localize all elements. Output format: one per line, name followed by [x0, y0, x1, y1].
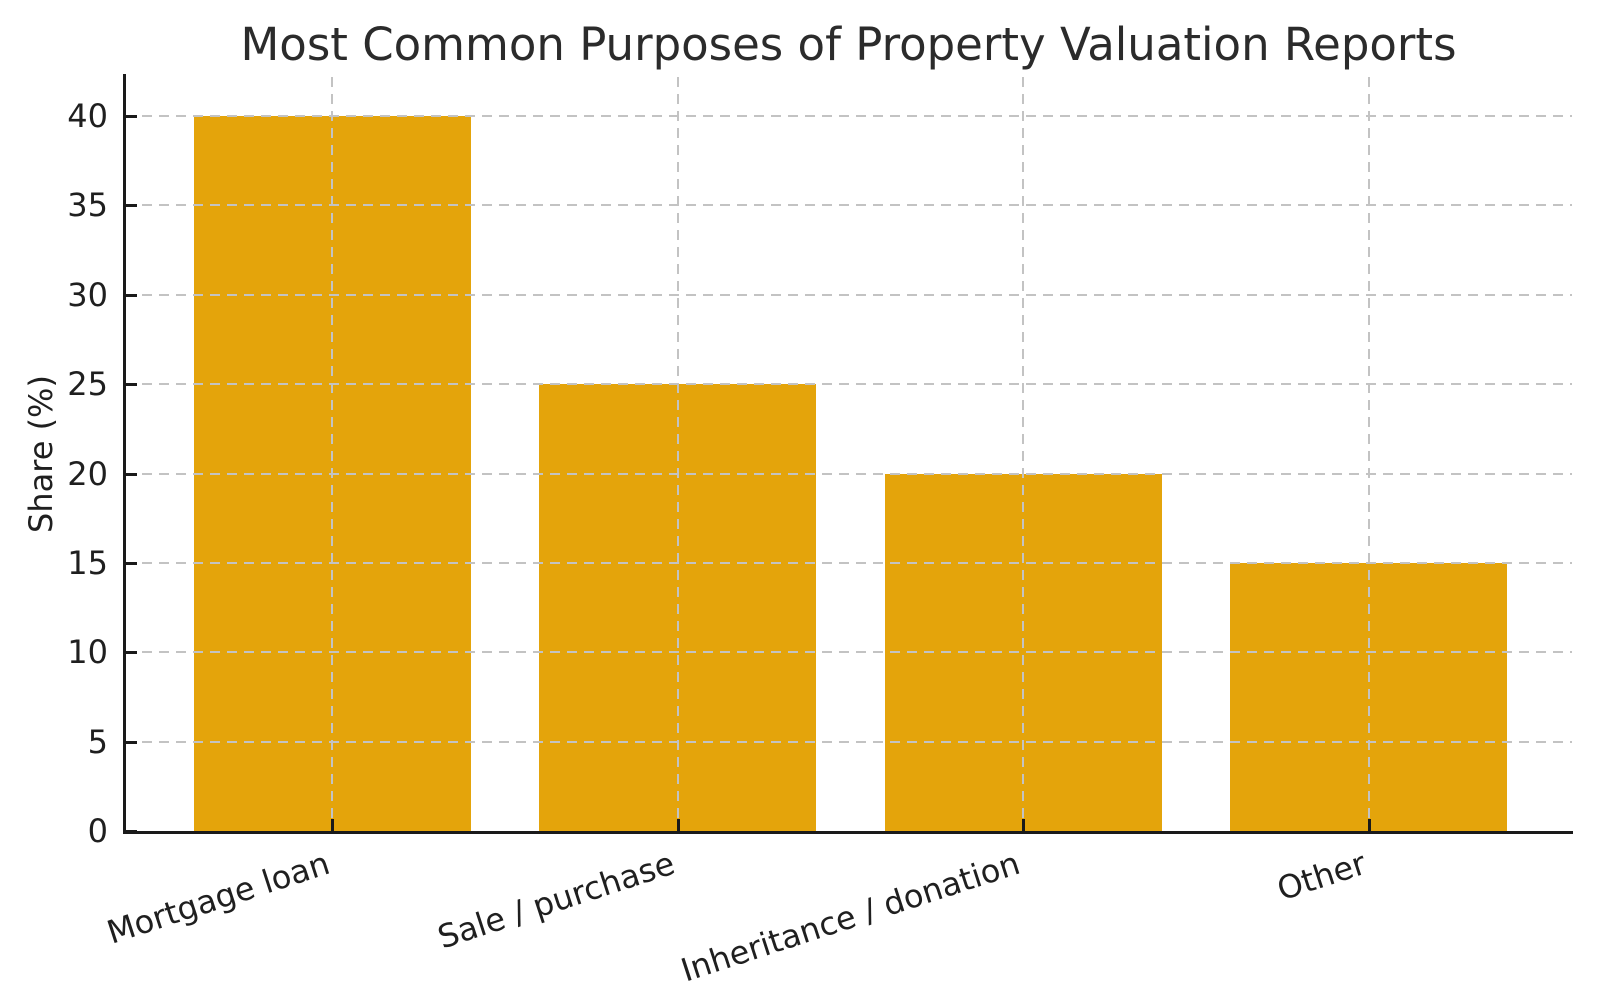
y-tick-label-40: 40: [67, 97, 108, 135]
y-tick-label-10: 10: [67, 633, 108, 672]
y-gridline-20: [125, 472, 1572, 475]
y-tick-label-15: 15: [67, 543, 108, 582]
y-tick-label-20: 20: [67, 454, 108, 493]
x-tick-label-sale-purchase: Sale / purchase: [433, 844, 680, 957]
x-gridline-sale-purchase: [676, 77, 679, 831]
y-tick-10: [125, 651, 137, 655]
x-tick-inheritance-donation: [1022, 819, 1025, 831]
y-gridline-25: [125, 383, 1572, 386]
chart-title: Most Common Purposes of Property Valuati…: [240, 18, 1457, 71]
x-tick-other: [1367, 819, 1371, 831]
y-gridline-5: [125, 740, 1572, 743]
y-tick-20: [125, 472, 137, 476]
x-gridline-mortgage-loan: [331, 77, 333, 831]
x-tick-label-mortgage-loan: Mortgage loan: [101, 844, 334, 952]
x-tick-sale-purchase: [676, 819, 680, 831]
x-axis-spine: [123, 831, 1573, 834]
y-tick-0: [125, 830, 137, 833]
y-tick-label-0: 0: [87, 812, 108, 850]
x-tick-mortgage-loan: [331, 819, 334, 831]
y-tick-label-35: 35: [67, 186, 108, 225]
y-gridline-30: [125, 293, 1572, 296]
y-tick-5: [125, 740, 137, 744]
x-gridline-other: [1367, 77, 1370, 831]
x-tick-label-inheritance-donation: Inheritance / donation: [676, 844, 1025, 990]
y-tick-label-25: 25: [67, 365, 108, 404]
y-tick-label-5: 5: [87, 722, 108, 761]
y-gridline-10: [125, 651, 1572, 654]
y-tick-label-30: 30: [67, 275, 108, 314]
y-tick-30: [125, 293, 137, 297]
x-gridline-inheritance-donation: [1022, 77, 1024, 831]
y-tick-35: [125, 204, 137, 208]
y-tick-15: [125, 561, 137, 565]
y-gridline-35: [125, 204, 1572, 207]
y-tick-25: [125, 383, 137, 387]
y-axis-spine: [123, 74, 126, 834]
y-gridline-15: [125, 561, 1572, 564]
y-tick-40: [125, 115, 137, 118]
x-tick-label-other: Other: [1272, 844, 1371, 909]
y-gridline-40: [125, 115, 1572, 117]
